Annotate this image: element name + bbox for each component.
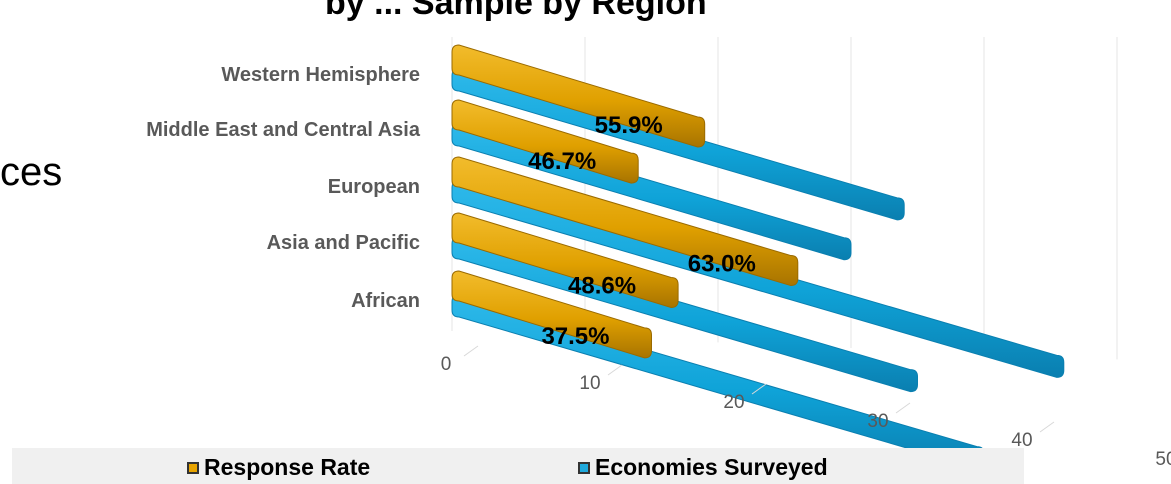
bars-layer [451, 44, 1065, 470]
legend-item-response-rate: Response Rate [187, 454, 370, 481]
legend-swatch-economies-surveyed [578, 461, 590, 474]
value-label-western-hemisphere: 55.9% [595, 112, 663, 139]
tick-label-10: 10 [579, 373, 600, 394]
bar-response-rate-middle-east-and-central-asia [451, 99, 639, 184]
bar-response-rate-asia-and-pacific [451, 212, 679, 308]
value-labels: 55.9% 46.7% 63.0% 48.6% 37.5% [528, 112, 756, 350]
tick-label-40: 40 [1011, 430, 1032, 451]
chart-title: by ... Sample by Region [325, 0, 707, 22]
value-label-asia-and-pacific: 48.6% [568, 272, 636, 299]
legend-swatch-response-rate [187, 461, 199, 474]
legend-label-response-rate: Response Rate [204, 454, 371, 480]
legend-item-economies-surveyed: Economies Surveyed [578, 454, 828, 481]
category-label-african: African [351, 290, 420, 312]
tick-label-50: 50 [1155, 449, 1171, 470]
tick-mark [1039, 421, 1055, 433]
bar-response-rate-western-hemisphere [451, 44, 706, 148]
tick-mark [607, 364, 623, 376]
side-text-fragment: ces [0, 150, 63, 194]
bar-response-rate-african [451, 270, 652, 359]
tick-mark [463, 345, 479, 357]
category-label-western-hemisphere: Western Hemisphere [221, 64, 420, 86]
tick-mark [751, 383, 767, 395]
category-labels: Western Hemisphere Middle East and Centra… [146, 64, 421, 312]
tick-label-20: 20 [723, 392, 744, 413]
legend-label-economies-surveyed: Economies Surveyed [595, 454, 828, 480]
bar-response-rate-european [451, 156, 799, 287]
axis-ticks: 0 10 20 30 40 50 [441, 345, 1171, 470]
value-label-african: 37.5% [541, 323, 609, 350]
value-label-european: 63.0% [688, 251, 756, 278]
tick-label-0: 0 [441, 354, 452, 375]
category-label-asia-and-pacific: Asia and Pacific [267, 232, 420, 254]
legend: Response Rate Economies Surveyed [12, 448, 1024, 484]
value-label-middle-east-and-central-asia: 46.7% [528, 148, 596, 175]
tick-mark [895, 402, 911, 414]
category-label-european: European [328, 176, 420, 198]
tick-label-30: 30 [867, 411, 888, 432]
category-label-middle-east-and-central-asia: Middle East and Central Asia [146, 119, 421, 141]
